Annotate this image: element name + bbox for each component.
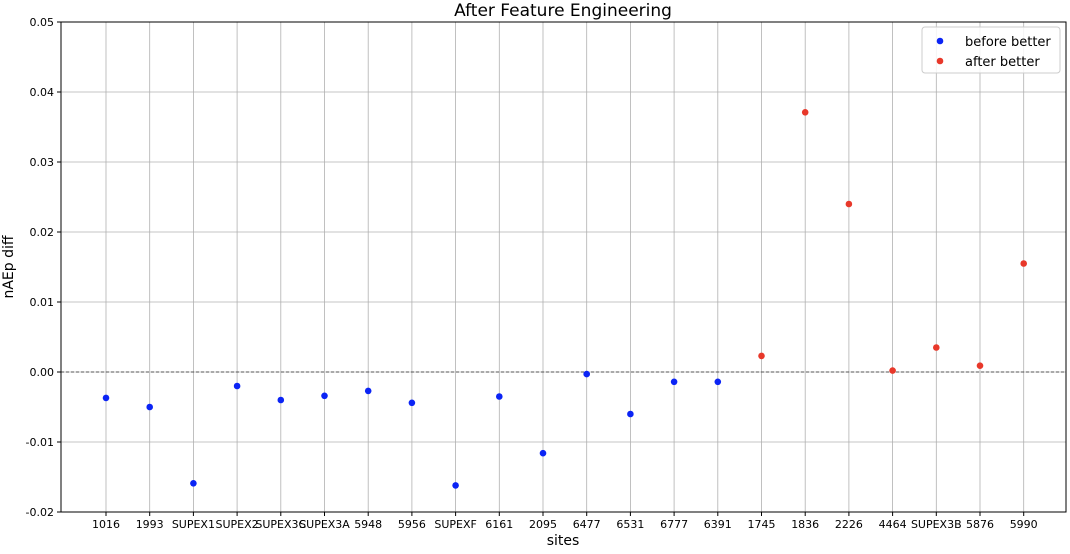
point-after-better: [976, 362, 984, 370]
y-tick-label: -0.01: [26, 436, 54, 449]
x-tick-label: 5876: [966, 518, 994, 531]
x-tick-label: 6161: [485, 518, 513, 531]
x-tick-label: SUPEX3B: [911, 518, 962, 531]
grid-lines: [61, 21, 1066, 513]
point-after-better: [933, 344, 940, 351]
legend: before better after better: [921, 26, 1061, 74]
point-after-better: [1020, 260, 1027, 267]
point-before-better: [496, 393, 503, 400]
x-tick-label: 4464: [879, 518, 907, 531]
y-tick-label: -0.02: [26, 506, 54, 519]
x-tick-label: 5990: [1010, 518, 1038, 531]
y-tick-label: 0.00: [30, 366, 55, 379]
y-axis-title: nAEp diff: [1, 235, 17, 298]
x-axis-title: sites: [547, 533, 580, 549]
x-tick-label: 2226: [835, 518, 863, 531]
x-tick-label: SUPEX2: [216, 518, 259, 531]
x-tick-label: 6477: [573, 518, 601, 531]
point-before-better: [627, 410, 634, 418]
x-tick-label: 6391: [704, 518, 732, 531]
point-after-better: [845, 200, 853, 208]
legend-marker: [936, 37, 944, 45]
x-tick-label: 1745: [748, 518, 776, 531]
x-tick-label: 1836: [791, 518, 819, 531]
y-tick-label: 0.04: [30, 86, 55, 99]
point-before-better: [583, 370, 590, 378]
point-before-better: [539, 449, 547, 457]
x-tick-label: 1016: [92, 518, 120, 531]
point-before-better: [452, 482, 459, 489]
legend-box: [921, 26, 1061, 74]
x-tick-label: SUPEXF: [434, 518, 476, 531]
point-before-better: [408, 399, 416, 407]
y-tick-label: 0.05: [30, 16, 55, 29]
point-before-better: [277, 396, 285, 404]
x-tick-label: SUPEX1: [172, 518, 215, 531]
x-tick-label: 5948: [354, 518, 382, 531]
x-tick-label: SUPEX3A: [299, 518, 350, 531]
x-tick-label: SUPEX3C: [255, 518, 306, 531]
legend-label: after better: [965, 55, 1040, 70]
y-tick-label: 0.02: [30, 226, 55, 239]
point-after-better: [801, 109, 809, 116]
point-before-better: [670, 378, 678, 386]
point-after-better: [758, 352, 765, 360]
x-tick-label: 5956: [398, 518, 426, 531]
point-before-better: [102, 394, 110, 402]
legend-marker: [936, 57, 944, 65]
chart-title: After Feature Engineering: [454, 1, 672, 21]
point-after-better: [889, 367, 896, 374]
y-tick-label: 0.01: [30, 296, 55, 309]
x-tick-label: 2095: [529, 518, 557, 531]
plot-area-frame: [60, 21, 1067, 513]
y-axis-ticks: -0.02 -0.01 0.00 0.01 0.02 0.03 0.04 0.05: [26, 16, 61, 519]
x-tick-label: 6531: [616, 518, 644, 531]
point-before-better: [714, 378, 722, 386]
point-before-better: [190, 480, 197, 487]
data-points: [102, 109, 1027, 489]
x-tick-label: 6777: [660, 518, 688, 531]
y-tick-label: 0.03: [30, 156, 55, 169]
point-before-better: [146, 403, 153, 411]
point-before-better: [321, 392, 328, 400]
legend-label: before better: [965, 35, 1051, 50]
x-tick-label: 1993: [136, 518, 164, 531]
point-before-better: [364, 387, 372, 395]
point-before-better: [233, 382, 241, 390]
